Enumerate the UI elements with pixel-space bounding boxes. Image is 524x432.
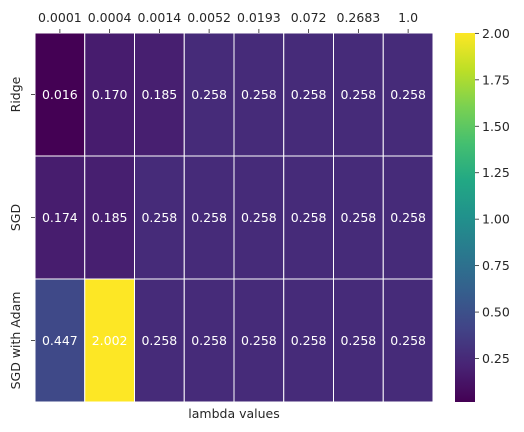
- colorbar-tick-label: 2.00: [482, 26, 510, 41]
- colorbar: [455, 33, 475, 402]
- heatmap-cells: [34, 32, 434, 403]
- heatmap-cell: [233, 278, 285, 403]
- heatmap-cell: [382, 278, 434, 403]
- y-tick-label: SGD: [8, 204, 23, 231]
- heatmap-cell: [333, 278, 384, 403]
- cell-label: 2.002: [92, 333, 128, 348]
- colorbar-tick-label: 0.25: [482, 351, 510, 366]
- cell-label: 0.185: [141, 87, 177, 102]
- cell-label: 0.258: [191, 210, 227, 225]
- cell-label: 0.258: [241, 333, 277, 348]
- x-tick-label: 0.0014: [138, 10, 182, 25]
- cell-label: 0.258: [291, 210, 327, 225]
- colorbar-tick-label: 0.75: [482, 258, 510, 273]
- colorbar-tick-label: 1.75: [482, 72, 510, 87]
- colorbar-tick-label: 0.50: [482, 305, 510, 320]
- x-tick-label: 0.072: [291, 10, 327, 25]
- x-axis-ticks: 0.0001 0.0004 0.0014 0.0052 0.0193 0.072 0.268…: [38, 10, 418, 33]
- x-tick-label: 0.2683: [337, 10, 381, 25]
- heatmap-cell: [84, 155, 135, 280]
- cell-label: 0.258: [291, 87, 327, 102]
- heatmap-cell: [134, 278, 185, 403]
- heatmap-cell: [382, 155, 434, 280]
- heatmap-cell: [183, 278, 235, 403]
- cell-label: 0.258: [390, 87, 426, 102]
- cell-label: 0.258: [241, 87, 277, 102]
- x-tick-label: 0.0001: [38, 10, 82, 25]
- colorbar-tick-label: 1.25: [482, 165, 510, 180]
- x-tick-label: 0.0193: [237, 10, 281, 25]
- x-tick-label: 0.0052: [187, 10, 231, 25]
- heatmap-cell: [382, 32, 434, 157]
- heatmap-cell: [84, 32, 135, 157]
- cell-label: 0.258: [141, 210, 177, 225]
- colorbar-tick-label: 1.50: [482, 119, 510, 134]
- cell-label: 0.185: [92, 210, 128, 225]
- colorbar-tick-label: 1.00: [482, 212, 510, 227]
- cell-label: 0.258: [390, 333, 426, 348]
- heatmap-cell: [183, 155, 235, 280]
- heatmap-cell: [183, 32, 235, 157]
- cell-label: 0.258: [390, 210, 426, 225]
- x-axis-label: lambda values: [188, 406, 279, 421]
- colorbar-ticks: 0.25 0.50 0.75 1.00 1.25 1.50 1.75 2.00: [475, 26, 510, 366]
- cell-label: 0.016: [42, 87, 78, 102]
- cell-label: 0.258: [191, 87, 227, 102]
- y-axis-ticks: Ridge SGD SGD with Adam: [8, 76, 35, 389]
- cell-label: 0.170: [92, 87, 128, 102]
- cell-label: 0.258: [191, 333, 227, 348]
- cell-label: 0.258: [340, 333, 376, 348]
- cell-label: 0.447: [42, 333, 78, 348]
- cell-label: 0.258: [241, 210, 277, 225]
- x-tick-label: 0.0004: [88, 10, 132, 25]
- heatmap-cell: [84, 278, 135, 403]
- heatmap-cell: [283, 155, 334, 280]
- cell-label: 0.258: [291, 333, 327, 348]
- x-tick-label: 1.0: [398, 10, 418, 25]
- heatmap-cell: [283, 278, 334, 403]
- heatmap-cell: [34, 32, 86, 157]
- y-tick-label: Ridge: [8, 76, 23, 112]
- cell-label: 0.258: [141, 333, 177, 348]
- heatmap-cell-labels: 0.016 0.170 0.185 0.258 0.258 0.258 0.258 0.258…: [42, 87, 426, 348]
- colorbar-gradient: [455, 33, 475, 402]
- cell-label: 0.258: [340, 210, 376, 225]
- y-tick-label: SGD with Adam: [8, 292, 23, 390]
- cell-label: 0.174: [42, 210, 78, 225]
- heatmap-cell: [283, 32, 334, 157]
- cell-label: 0.258: [340, 87, 376, 102]
